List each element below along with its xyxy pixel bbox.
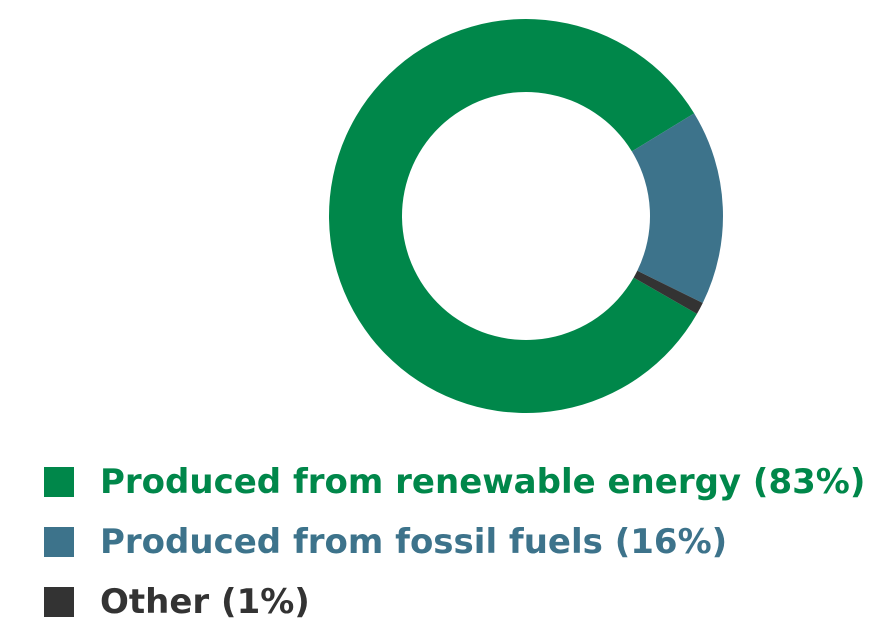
legend-swatch-other [44, 587, 74, 617]
chart-legend: Produced from renewable energy (83%) Pro… [44, 452, 865, 632]
legend-item-renewable: Produced from renewable energy (83%) [44, 452, 865, 512]
legend-item-other: Other (1%) [44, 572, 865, 632]
donut-slice-fossil [631, 113, 723, 303]
legend-item-fossil: Produced from fossil fuels (16%) [44, 512, 865, 572]
donut-slice-other [633, 270, 703, 314]
legend-label-fossil: Produced from fossil fuels (16%) [100, 522, 728, 562]
legend-swatch-fossil [44, 527, 74, 557]
donut-slice-renewable [329, 18, 697, 413]
donut-slices [329, 18, 723, 413]
legend-label-other: Other (1%) [100, 582, 310, 622]
legend-label-renewable: Produced from renewable energy (83%) [100, 462, 866, 502]
donut-chart [329, 18, 723, 413]
legend-swatch-renewable [44, 467, 74, 497]
